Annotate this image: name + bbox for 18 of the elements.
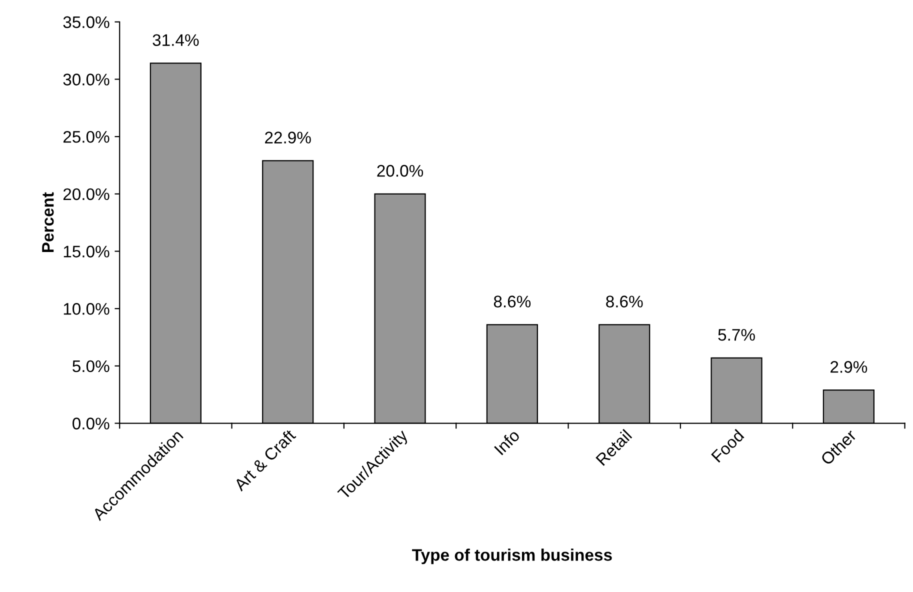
data-label: 8.6%: [606, 296, 643, 308]
y-axis-title: Percent: [42, 192, 54, 252]
data-label: 20.0%: [377, 164, 424, 177]
x-axis-title: Type of tourism business: [412, 548, 612, 564]
y-tick-label: 25.0%: [63, 130, 110, 143]
y-tick-label: 10.0%: [64, 303, 110, 315]
y-tick-label: 15.0%: [64, 246, 110, 258]
y-tick-label: 5.0%: [72, 360, 110, 372]
data-label: 5.7%: [718, 329, 755, 341]
y-tick-label: 30.0%: [63, 74, 110, 86]
x-tick-label: Info: [494, 428, 520, 456]
y-tick-label: 35.0%: [63, 16, 110, 28]
data-label: 22.9%: [265, 132, 311, 144]
data-label: 31.4%: [152, 34, 199, 46]
data-label: 2.9%: [830, 361, 868, 373]
data-label: 8.6%: [494, 296, 531, 308]
y-tick-label: 20.0%: [63, 188, 110, 200]
y-tick-label: 0.0%: [72, 418, 110, 430]
